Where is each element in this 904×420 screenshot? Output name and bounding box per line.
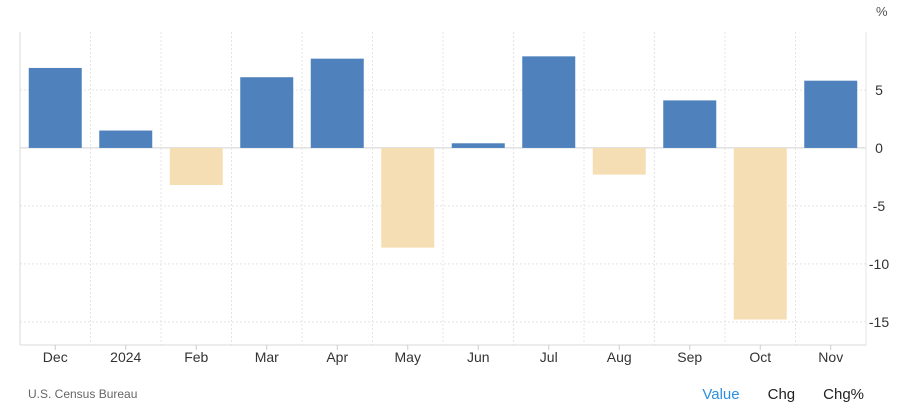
y-unit-label: %: [876, 4, 888, 19]
x-tick-label: May: [395, 349, 421, 365]
bars: [28, 56, 858, 320]
x-tick-label: 2024: [110, 349, 141, 365]
x-tick-label: Aug: [607, 349, 632, 365]
bar-chart: Dec 2024 Feb Mar Apr May Jun Jul Aug Sep Oct Nov -1…: [19, 4, 889, 365]
y-axis-ticks: -15 -10 -5 0 5: [869, 82, 889, 330]
bar-jun[interactable]: [451, 143, 505, 148]
bar-feb[interactable]: [169, 147, 223, 186]
tab-chg[interactable]: Chg: [767, 386, 796, 403]
view-tabs: Value Chg Chg%: [702, 386, 864, 403]
bar-mar[interactable]: [240, 77, 294, 148]
bar-sep[interactable]: [663, 100, 717, 148]
y-tick-label: -15: [869, 314, 889, 330]
x-tick-label: Mar: [255, 349, 279, 365]
y-tick-label: 5: [875, 82, 883, 98]
x-tick-label: Nov: [818, 349, 843, 365]
bar-aug[interactable]: [592, 147, 646, 175]
y-tick-label: 0: [875, 140, 883, 156]
x-tick-label: Oct: [749, 349, 771, 365]
tab-chg-percent[interactable]: Chg%: [823, 386, 864, 403]
bar-jul[interactable]: [522, 56, 576, 148]
x-tick-label: Dec: [43, 349, 68, 365]
x-tick-label: Jul: [540, 349, 558, 365]
x-tick-label: Jun: [467, 349, 490, 365]
bar-2024[interactable]: [99, 130, 153, 148]
bar-dec[interactable]: [28, 67, 82, 148]
y-tick-label: -10: [869, 256, 889, 272]
x-tick-label: Feb: [184, 349, 208, 365]
bar-apr[interactable]: [310, 58, 364, 148]
x-axis-ticks: Dec 2024 Feb Mar Apr May Jun Jul Aug Sep Oct Nov: [43, 345, 843, 365]
y-tick-label: -5: [873, 198, 886, 214]
source-label: U.S. Census Bureau: [28, 387, 138, 401]
tab-value[interactable]: Value: [702, 386, 740, 403]
bar-nov[interactable]: [804, 80, 858, 148]
bar-may[interactable]: [381, 147, 435, 248]
bar-oct[interactable]: [733, 147, 787, 320]
x-tick-label: Sep: [677, 349, 702, 365]
x-tick-label: Apr: [326, 349, 348, 365]
grid: [19, 32, 867, 346]
